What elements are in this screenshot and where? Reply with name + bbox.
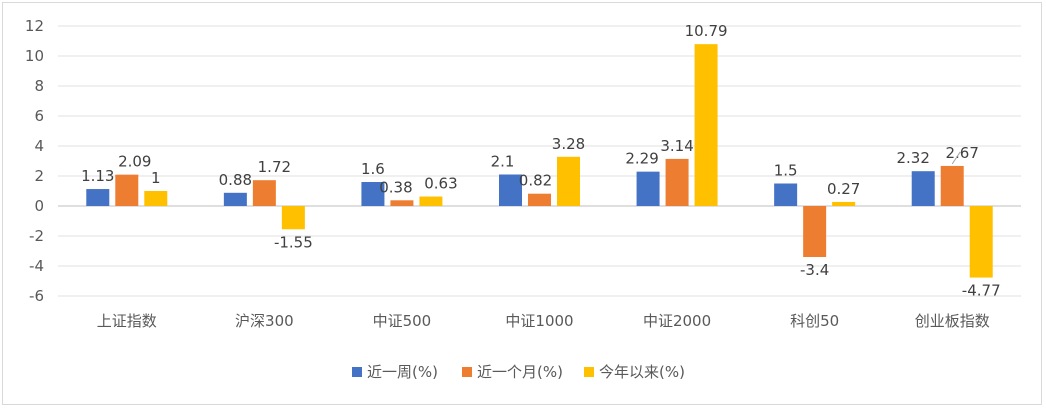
legend-swatch [352,367,362,377]
legend: 近一周(%) 近一个月(%) 今年以来(%) [352,363,685,381]
data-label: 1.6 [361,160,385,178]
bar [390,200,414,206]
bar [361,182,385,206]
data-label: 1.13 [81,167,114,185]
data-label: 10.79 [685,22,728,40]
bar [252,180,276,206]
y-tick-label: 8 [34,77,44,95]
data-label: 0.27 [827,180,860,198]
bar [223,192,247,206]
y-tick-label: 4 [34,137,44,155]
category-label: 沪深300 [235,312,294,330]
data-label: 1.72 [258,158,291,176]
legend-label: 近一个月(%) [477,363,563,381]
legend-swatch [462,367,472,377]
data-label: -3.4 [800,261,829,279]
bar [665,158,689,206]
bar [528,193,551,206]
data-label: 2.09 [118,153,151,171]
y-tick-label: -2 [29,227,44,245]
bar [803,206,827,257]
y-tick-label: 6 [34,107,44,125]
y-tick-label: -4 [29,257,44,275]
bar [832,201,856,206]
data-label: 2.29 [625,150,658,168]
legend-label: 近一周(%) [367,363,438,381]
legend-swatch [584,367,594,377]
y-tick-label: 10 [25,47,44,65]
bar [115,174,139,206]
data-label: 2.1 [491,153,515,171]
data-label: 0.38 [379,178,412,196]
leader-line [951,151,961,165]
legend-label: 今年以来(%) [599,363,685,381]
bar [557,156,580,206]
y-tick-label: -6 [29,287,44,305]
bar [636,171,660,206]
data-label: 0.88 [219,171,252,189]
data-label: 1.5 [774,162,798,180]
category-label: 中证500 [373,312,432,330]
category-label: 中证1000 [505,312,573,330]
data-label: 1 [151,169,161,187]
y-tick-label: 2 [34,167,44,185]
bar [86,189,110,206]
bar [969,206,993,278]
gridlines [58,25,1021,297]
bar [911,171,935,206]
data-label: 0.63 [424,175,457,193]
category-label: 上证指数 [97,312,157,330]
data-label: 3.28 [552,135,585,153]
bar [281,206,305,230]
bar [419,196,443,206]
bar [774,183,798,206]
data-label: 2.32 [897,149,930,167]
bar [499,174,522,206]
bar [144,191,168,206]
bar [940,165,964,206]
y-tick-label: 0 [34,197,44,215]
y-axis-ticks: -6 -4 -2 0 2 4 6 8 10 12 [25,17,44,305]
category-label: 创业板指数 [915,312,990,330]
bars [86,44,993,278]
data-labels: 1.132.091 0.88 1.72 -1.55 1.60.38 0.63 2.10.82… [81,22,1001,299]
bar [694,44,718,207]
x-axis-categories: 上证指数 沪深300 中证500 中证1000 中证2000 科创50 创业板指数 [97,312,990,330]
y-tick-label: 12 [25,17,44,35]
chart-area: -6 -4 -2 0 2 4 6 8 10 12 1.13 2.09 1 0.88 1.72 -1.55 1.… [2,2,1042,405]
data-label: 3.14 [660,137,693,155]
data-label: 0.82 [519,172,552,190]
data-label: -1.55 [274,233,313,251]
category-label: 科创50 [790,312,839,330]
data-label: 2.67 [946,144,979,162]
category-label: 中证2000 [643,312,711,330]
data-label: -4.77 [962,282,1001,300]
